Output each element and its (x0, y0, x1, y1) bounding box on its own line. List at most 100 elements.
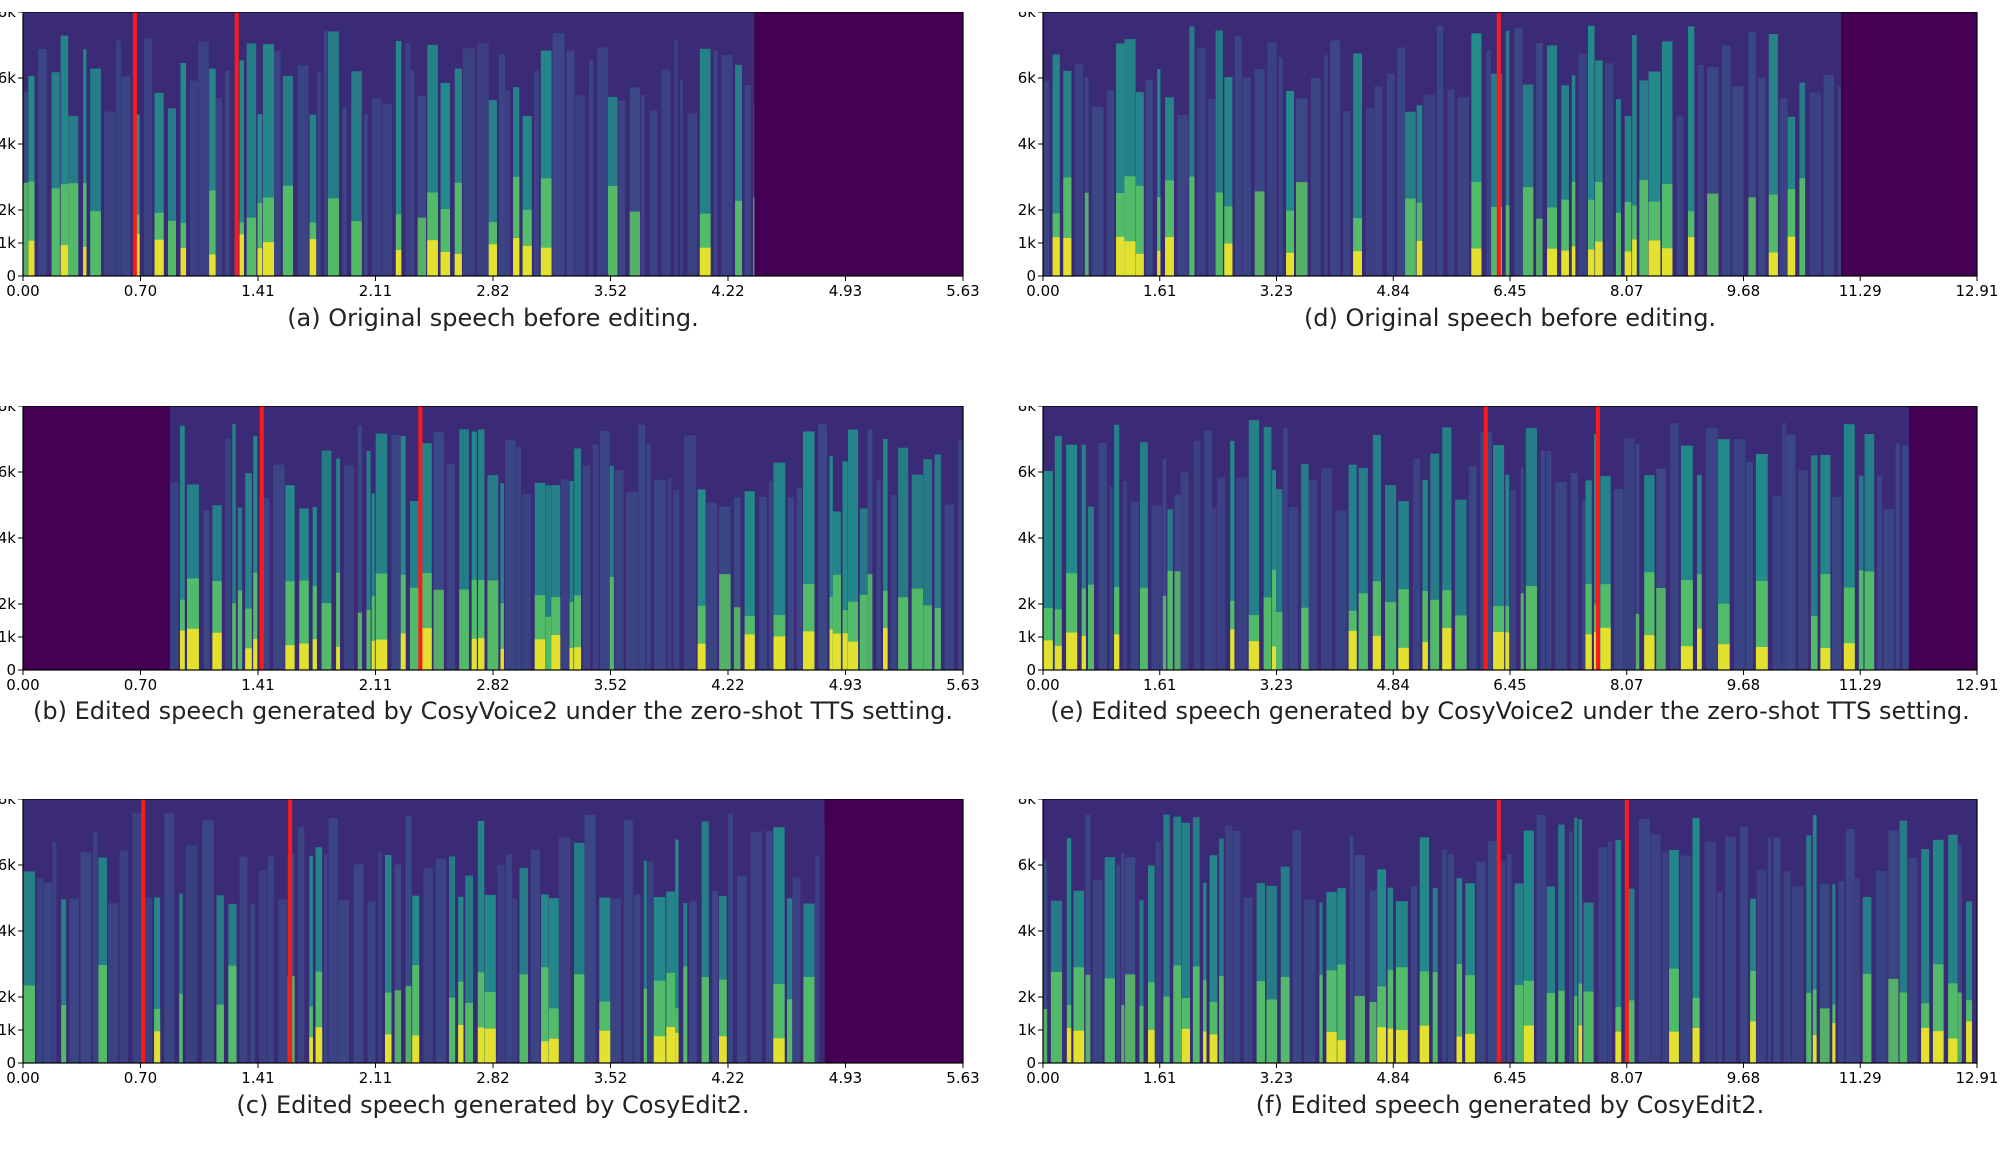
x-tick-label: 11.29 (1839, 676, 1882, 694)
x-tick-label: 0.00 (1026, 282, 1059, 300)
speech-energy (23, 12, 755, 277)
x-tick-label: 1.61 (1143, 676, 1176, 694)
spectrogram-panel-e: 0.00 1.61 3.23 4.84 6.45 8.07 9.68 11.29 12.91 0 1… (1018, 406, 1999, 694)
y-tick-label: 6k (0, 463, 16, 481)
x-tick-label: 0.00 (6, 676, 39, 694)
x-tick-label: 3.52 (594, 676, 627, 694)
panel-caption: (d) Original speech before editing. (1303, 304, 1717, 332)
y-tick-label: 0 (1026, 267, 1036, 285)
y-tick-label: 0 (6, 267, 16, 285)
y-tick-label: 1k (1018, 1021, 1037, 1039)
panel-caption: (f) Edited speech generated by CosyEdit2… (1255, 1091, 1765, 1119)
x-tick-label: 0.70 (124, 282, 157, 300)
y-tick-label: 6k (0, 856, 16, 874)
x-tick-label: 12.91 (1956, 282, 1999, 300)
spectrogram-panel-f: 0.00 1.61 3.23 4.84 6.45 8.07 9.68 11.29 12.91 0 1… (1018, 799, 1999, 1087)
x-tick-label: 2.11 (359, 676, 392, 694)
x-tick-label: 3.23 (1260, 1069, 1293, 1087)
x-tick-label: 4.22 (711, 676, 744, 694)
x-tick-label: 0.00 (1026, 1069, 1059, 1087)
panel-caption: (b) Edited speech generated by CosyVoice… (32, 697, 954, 725)
x-tick-label: 12.91 (1956, 1069, 1999, 1087)
x-tick-label: 2.11 (359, 1069, 392, 1087)
y-tick-label: 4k (1018, 529, 1037, 547)
x-tick-label: 0.00 (6, 1069, 39, 1087)
y-tick-label: 2k (1018, 595, 1037, 613)
x-tick-label: 0.70 (124, 1069, 157, 1087)
x-tick-label: 9.68 (1727, 1069, 1760, 1087)
x-tick-label: 0.00 (1026, 676, 1059, 694)
x-tick-label: 4.93 (829, 676, 862, 694)
x-tick-label: 1.61 (1143, 282, 1176, 300)
y-tick-label: 2k (0, 988, 16, 1006)
speech-energy (23, 799, 825, 1063)
y-tick-label: 1k (0, 234, 16, 252)
x-tick-label: 6.45 (1493, 676, 1526, 694)
spectrogram-panel-d: 0.00 1.61 3.23 4.84 6.45 8.07 9.68 11.29 12.91 0 1… (1018, 12, 1999, 300)
x-tick-label: 5.63 (946, 1069, 979, 1087)
y-tick-label: 1k (0, 628, 16, 646)
y-tick-label: 4k (1018, 135, 1037, 153)
speech-energy (1043, 799, 1977, 1063)
x-tick-label: 2.82 (476, 1069, 509, 1087)
x-tick-label: 2.82 (476, 676, 509, 694)
x-tick-label: 3.23 (1260, 282, 1293, 300)
spectrogram-panel-c: 0.00 0.70 1.41 2.11 2.82 3.52 4.22 4.93 5.63 0 1k 2… (0, 799, 980, 1087)
x-tick-label: 4.84 (1377, 282, 1410, 300)
x-tick-label: 6.45 (1493, 282, 1526, 300)
y-tick-label: 8k (0, 799, 16, 808)
spectrogram-panel-b: 0.00 0.70 1.41 2.11 2.82 3.52 4.22 4.93 5.63 0 1k 2… (0, 406, 980, 694)
y-tick-label: 2k (1018, 988, 1037, 1006)
x-tick-label: 1.41 (241, 676, 274, 694)
y-tick-label: 8k (0, 406, 16, 415)
panel-caption: (a) Original speech before editing. (287, 304, 699, 332)
x-tick-label: 3.52 (594, 282, 627, 300)
x-tick-label: 11.29 (1839, 282, 1882, 300)
x-tick-label: 0.70 (124, 676, 157, 694)
y-tick-label: 0 (6, 1054, 16, 1072)
y-tick-label: 2k (0, 595, 16, 613)
y-tick-label: 1k (1018, 628, 1037, 646)
x-tick-label: 4.22 (711, 1069, 744, 1087)
y-tick-label: 6k (1018, 69, 1037, 87)
x-tick-label: 11.29 (1839, 1069, 1882, 1087)
y-tick-label: 4k (0, 135, 16, 153)
panel-caption: (c) Edited speech generated by CosyEdit2… (236, 1091, 750, 1119)
y-tick-label: 6k (0, 69, 16, 87)
x-tick-label: 8.07 (1610, 1069, 1643, 1087)
y-tick-label: 4k (0, 529, 16, 547)
y-tick-label: 4k (1018, 922, 1037, 940)
y-tick-label: 8k (0, 12, 16, 21)
x-tick-label: 9.68 (1727, 282, 1760, 300)
x-tick-label: 3.52 (594, 1069, 627, 1087)
x-tick-label: 9.68 (1727, 676, 1760, 694)
x-tick-label: 1.61 (1143, 1069, 1176, 1087)
x-tick-label: 6.45 (1493, 1069, 1526, 1087)
x-tick-label: 12.91 (1956, 676, 1999, 694)
y-tick-label: 8k (1018, 12, 1037, 21)
y-tick-label: 8k (1018, 799, 1037, 808)
speech-energy (1043, 12, 1841, 277)
x-tick-label: 0.00 (6, 282, 39, 300)
x-tick-label: 5.63 (946, 676, 979, 694)
y-tick-label: 0 (6, 661, 16, 679)
y-tick-label: 0 (1026, 661, 1036, 679)
x-tick-label: 3.23 (1260, 676, 1293, 694)
y-tick-label: 4k (0, 922, 16, 940)
x-tick-label: 8.07 (1610, 282, 1643, 300)
speech-energy (169, 406, 963, 670)
y-tick-label: 2k (0, 201, 16, 219)
x-tick-label: 2.82 (476, 282, 509, 300)
x-tick-label: 8.07 (1610, 676, 1643, 694)
x-tick-label: 4.93 (829, 1069, 862, 1087)
speech-energy (1043, 406, 1909, 670)
x-tick-label: 1.41 (241, 282, 274, 300)
y-tick-label: 1k (1018, 234, 1037, 252)
y-tick-label: 8k (1018, 406, 1037, 415)
x-tick-label: 4.84 (1377, 1069, 1410, 1087)
panel-caption: (e) Edited speech generated by CosyVoice… (1050, 697, 1970, 725)
x-tick-label: 2.11 (359, 282, 392, 300)
x-tick-label: 4.93 (829, 282, 862, 300)
y-tick-label: 2k (1018, 201, 1037, 219)
y-tick-label: 6k (1018, 463, 1037, 481)
